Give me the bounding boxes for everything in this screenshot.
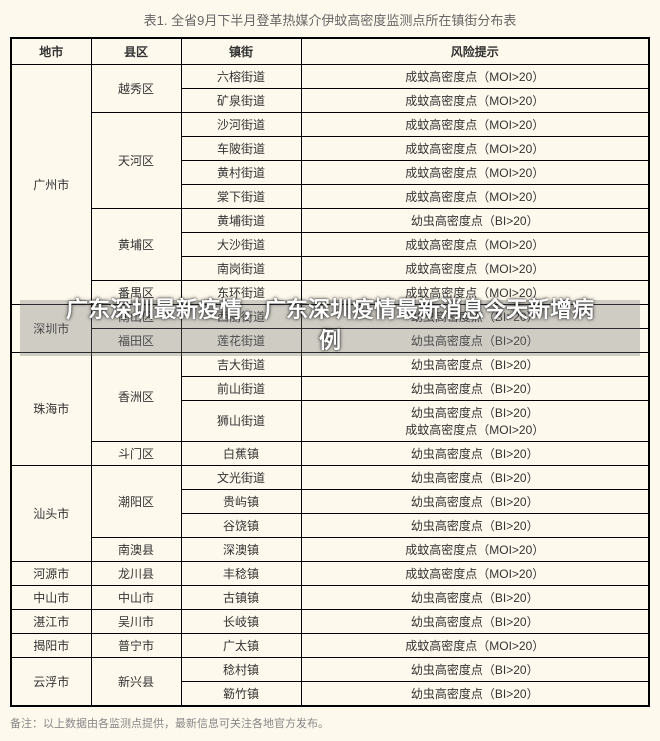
cell-street: 前山街道 (181, 376, 301, 400)
cell-risk: 成蚊高密度点（MOI>20） (301, 256, 649, 280)
table-row: 南澳县深澳镇成蚊高密度点（MOI>20） (11, 537, 649, 561)
table-row: 番禺区东环街道成蚊高密度点（MOI>20） (11, 280, 649, 304)
table-title: 表1. 全省9月下半月登革热媒介伊蚊高密度监测点所在镇街分布表 (10, 10, 650, 29)
cell-risk: 幼虫高密度点（BI>20） (301, 376, 649, 400)
cell-risk: 幼虫高密度点（BI>20） (301, 657, 649, 681)
table-row: 中山市中山市古镇镇幼虫高密度点（BI>20） (11, 585, 649, 609)
cell-risk: 成蚊高密度点（MOI>20） (301, 537, 649, 561)
cell-street: 西丽街道 (181, 304, 301, 328)
table-row: 河源市龙川县丰稔镇成蚊高密度点（MOI>20） (11, 561, 649, 585)
cell-street: 沙河街道 (181, 112, 301, 136)
cell-risk: 幼虫高密度点（BI>20）成蚊高密度点（MOI>20） (301, 400, 649, 441)
cell-street: 文光街道 (181, 465, 301, 489)
cell-street: 南岗街道 (181, 256, 301, 280)
cell-risk: 幼虫高密度点（BI>20） (301, 489, 649, 513)
cell-risk: 幼虫高密度点（BI>20） (301, 352, 649, 376)
table-row: 深圳市南山区西丽街道幼虫高密度点（BI>20） (11, 304, 649, 328)
cell-district: 中山市 (91, 585, 181, 609)
cell-street: 黄村街道 (181, 160, 301, 184)
cell-risk: 成蚊高密度点（MOI>20） (301, 184, 649, 208)
cell-risk: 成蚊高密度点（MOI>20） (301, 561, 649, 585)
header-district: 县区 (91, 38, 181, 64)
table-row: 黄埔区黄埔街道幼虫高密度点（BI>20） (11, 208, 649, 232)
table-row: 广州市越秀区六榕街道成蚊高密度点（MOI>20） (11, 64, 649, 88)
cell-risk: 幼虫高密度点（BI>20） (301, 513, 649, 537)
cell-city: 深圳市 (11, 304, 91, 352)
cell-district: 龙川县 (91, 561, 181, 585)
cell-street: 长岐镇 (181, 609, 301, 633)
cell-city: 揭阳市 (11, 633, 91, 657)
cell-street: 簕竹镇 (181, 681, 301, 706)
cell-risk: 成蚊高密度点（MOI>20） (301, 136, 649, 160)
cell-city: 云浮市 (11, 657, 91, 706)
cell-district: 新兴县 (91, 657, 181, 706)
cell-street: 狮山街道 (181, 400, 301, 441)
cell-street: 六榕街道 (181, 64, 301, 88)
cell-district: 番禺区 (91, 280, 181, 304)
cell-risk: 幼虫高密度点（BI>20） (301, 585, 649, 609)
table-header-row: 地市 县区 镇街 风险提示 (11, 38, 649, 64)
table-row: 天河区沙河街道成蚊高密度点（MOI>20） (11, 112, 649, 136)
cell-risk: 成蚊高密度点（MOI>20） (301, 88, 649, 112)
cell-district: 南澳县 (91, 537, 181, 561)
cell-risk: 幼虫高密度点（BI>20） (301, 304, 649, 328)
cell-street: 白蕉镇 (181, 441, 301, 465)
cell-street: 大沙街道 (181, 232, 301, 256)
cell-city: 广州市 (11, 64, 91, 304)
cell-street: 稔村镇 (181, 657, 301, 681)
cell-district: 吴川市 (91, 609, 181, 633)
cell-district: 香洲区 (91, 352, 181, 441)
cell-risk: 幼虫高密度点（BI>20） (301, 681, 649, 706)
footnote: 备注：以上数据由各监测点提供，最新信息可关注各地官方发布。 (10, 715, 650, 731)
header-street: 镇街 (181, 38, 301, 64)
cell-city: 湛江市 (11, 609, 91, 633)
cell-street: 黄埔街道 (181, 208, 301, 232)
cell-street: 东环街道 (181, 280, 301, 304)
cell-street: 棠下街道 (181, 184, 301, 208)
table-row: 云浮市新兴县稔村镇幼虫高密度点（BI>20） (11, 657, 649, 681)
table-row: 斗门区白蕉镇幼虫高密度点（BI>20） (11, 441, 649, 465)
cell-risk: 幼虫高密度点（BI>20） (301, 609, 649, 633)
cell-risk: 成蚊高密度点（MOI>20） (301, 633, 649, 657)
distribution-table: 地市 县区 镇街 风险提示 广州市越秀区六榕街道成蚊高密度点（MOI>20）矿泉… (10, 37, 650, 707)
cell-street: 吉大街道 (181, 352, 301, 376)
cell-risk: 成蚊高密度点（MOI>20） (301, 64, 649, 88)
header-city: 地市 (11, 38, 91, 64)
table-row: 湛江市吴川市长岐镇幼虫高密度点（BI>20） (11, 609, 649, 633)
cell-district: 潮阳区 (91, 465, 181, 537)
cell-street: 矿泉街道 (181, 88, 301, 112)
cell-risk: 成蚊高密度点（MOI>20） (301, 112, 649, 136)
cell-street: 深澳镇 (181, 537, 301, 561)
cell-city: 汕头市 (11, 465, 91, 561)
cell-city: 珠海市 (11, 352, 91, 465)
cell-district: 越秀区 (91, 64, 181, 112)
cell-district: 斗门区 (91, 441, 181, 465)
cell-district: 天河区 (91, 112, 181, 208)
header-risk: 风险提示 (301, 38, 649, 64)
cell-district: 普宁市 (91, 633, 181, 657)
cell-city: 河源市 (11, 561, 91, 585)
table-row: 揭阳市普宁市广太镇成蚊高密度点（MOI>20） (11, 633, 649, 657)
cell-district: 黄埔区 (91, 208, 181, 280)
cell-street: 广太镇 (181, 633, 301, 657)
cell-street: 车陂街道 (181, 136, 301, 160)
cell-street: 丰稔镇 (181, 561, 301, 585)
cell-risk: 成蚊高密度点（MOI>20） (301, 280, 649, 304)
cell-street: 莲花街道 (181, 328, 301, 352)
cell-district: 福田区 (91, 328, 181, 352)
cell-risk: 成蚊高密度点（MOI>20） (301, 232, 649, 256)
table-row: 福田区莲花街道幼虫高密度点（BI>20） (11, 328, 649, 352)
cell-risk: 幼虫高密度点（BI>20） (301, 465, 649, 489)
cell-street: 古镇镇 (181, 585, 301, 609)
cell-risk: 成蚊高密度点（MOI>20） (301, 160, 649, 184)
cell-city: 中山市 (11, 585, 91, 609)
cell-risk: 幼虫高密度点（BI>20） (301, 328, 649, 352)
cell-risk: 幼虫高密度点（BI>20） (301, 441, 649, 465)
table-row: 珠海市香洲区吉大街道幼虫高密度点（BI>20） (11, 352, 649, 376)
cell-risk: 幼虫高密度点（BI>20） (301, 208, 649, 232)
cell-street: 贵屿镇 (181, 489, 301, 513)
table-row: 汕头市潮阳区文光街道幼虫高密度点（BI>20） (11, 465, 649, 489)
cell-street: 谷饶镇 (181, 513, 301, 537)
cell-district: 南山区 (91, 304, 181, 328)
